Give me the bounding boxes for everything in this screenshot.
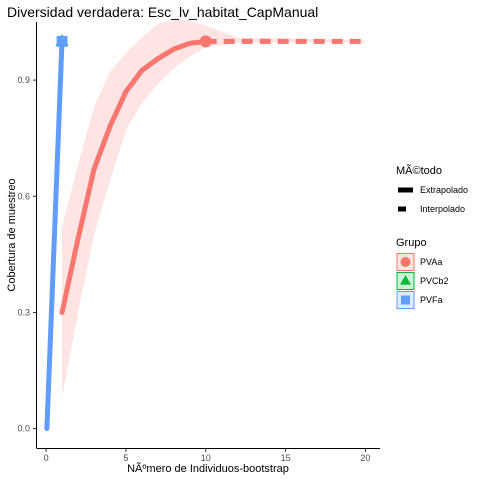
x-tick-label: 0 (44, 453, 49, 463)
plot-area (44, 20, 366, 432)
legend-group-entries: PVAa PVCb2 PVFa (396, 253, 449, 309)
legend: MÃ©todo Extrapolado Interpolado Grupo PVA… (396, 164, 468, 309)
y-axis-ticks: 0.0 0.3 0.6 0.9 (17, 75, 37, 434)
x-axis-title: NÃºmero de Individuos-bootstrap (127, 462, 289, 475)
y-axis-title: Cobertura de muestreo (6, 178, 18, 291)
legend-label-pvcb2: PVCb2 (420, 276, 449, 286)
point-pvfa (56, 35, 68, 47)
y-tick-label: 0.9 (17, 75, 30, 85)
legend-group-title: Grupo (396, 237, 427, 249)
legend-marker-pvfa (401, 295, 410, 305)
point-pvaa (199, 35, 212, 48)
legend-marker-pvcb2 (400, 275, 411, 285)
solid-line-pvaa (59, 38, 209, 315)
legend-label-pvfa: PVFa (420, 295, 443, 305)
y-tick-label: 0.0 (17, 424, 30, 434)
ribbon-pvaa (62, 20, 366, 398)
x-axis-ticks: 0 5 10 15 20 (44, 448, 370, 463)
legend-method-entries: Extrapolado Interpolado (398, 185, 468, 214)
x-tick-label: 15 (281, 453, 291, 463)
chart-title: Diversidad verdadera: Esc_lv_habitat_Cap… (7, 4, 318, 20)
legend-label-extrapolado: Extrapolado (420, 185, 468, 195)
legend-label-interpolado: Interpolado (420, 204, 465, 214)
x-tick-label: 20 (360, 453, 370, 463)
y-tick-label: 0.3 (17, 307, 30, 317)
legend-marker-pvaa (400, 257, 411, 267)
legend-label-pvaa: PVAa (420, 257, 442, 267)
y-tick-label: 0.6 (17, 191, 30, 201)
solid-line-pvfa (44, 38, 65, 432)
legend-method-title: MÃ©todo (396, 164, 442, 177)
x-tick-label: 10 (201, 453, 211, 463)
x-tick-label: 5 (123, 453, 128, 463)
